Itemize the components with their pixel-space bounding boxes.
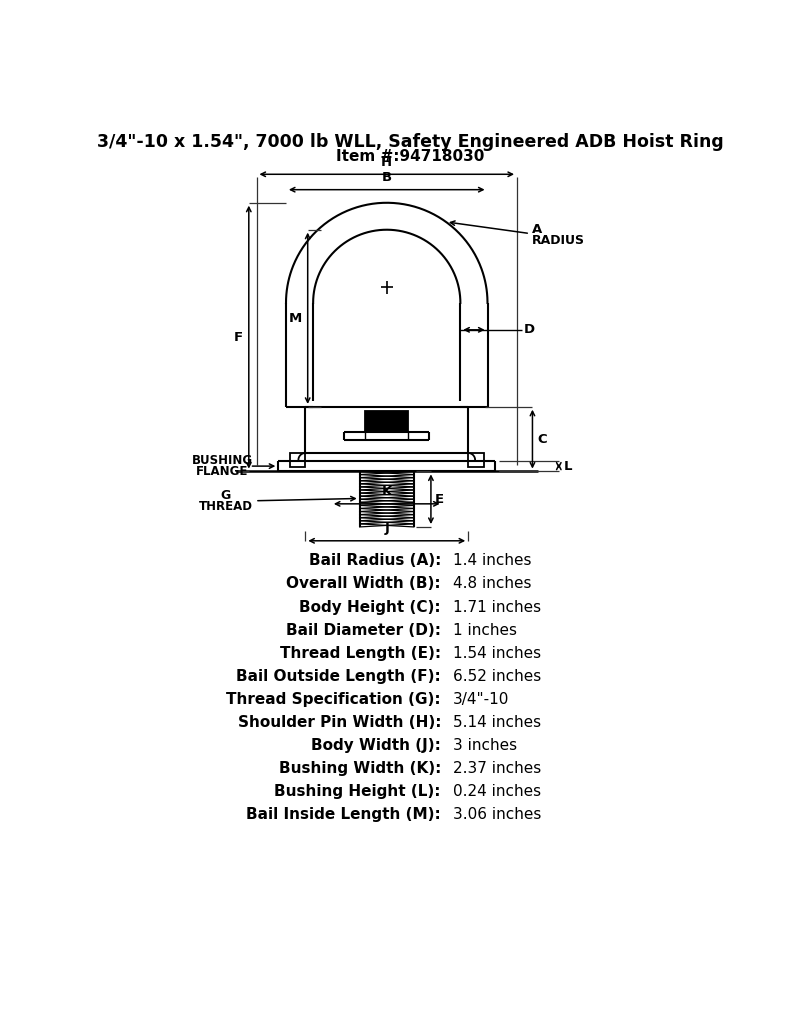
Text: G: G: [221, 489, 230, 502]
Text: J: J: [384, 521, 389, 534]
Text: Thread Specification (G):: Thread Specification (G):: [226, 692, 441, 707]
Text: 3 inches: 3 inches: [453, 738, 517, 753]
Text: K: K: [382, 485, 392, 498]
Text: Item #:94718030: Item #:94718030: [336, 149, 484, 164]
Bar: [365, 410, 409, 432]
Bar: [290, 453, 306, 467]
Text: F: F: [234, 330, 242, 343]
Text: 2.37 inches: 2.37 inches: [453, 761, 541, 776]
Text: 1.4 inches: 1.4 inches: [453, 554, 531, 568]
Text: 3/4"-10 x 1.54", 7000 lb WLL, Safety Engineered ADB Hoist Ring: 3/4"-10 x 1.54", 7000 lb WLL, Safety Eng…: [97, 133, 723, 151]
Text: 0.24 inches: 0.24 inches: [453, 784, 541, 800]
Text: Bushing Height (L):: Bushing Height (L):: [274, 784, 441, 800]
Text: B: B: [382, 172, 392, 184]
Text: Bail Diameter (D):: Bail Diameter (D):: [286, 623, 441, 638]
Text: L: L: [563, 459, 572, 472]
Text: M: M: [288, 312, 302, 325]
Text: 1 inches: 1 inches: [453, 623, 517, 638]
Text: Bail Radius (A):: Bail Radius (A):: [309, 554, 441, 568]
Text: Body Height (C):: Body Height (C):: [299, 599, 441, 615]
Text: C: C: [538, 433, 547, 446]
Text: Thread Length (E):: Thread Length (E):: [280, 646, 441, 660]
Text: THREAD: THREAD: [198, 500, 253, 513]
Text: 4.8 inches: 4.8 inches: [453, 576, 531, 591]
Text: 1.54 inches: 1.54 inches: [453, 646, 541, 660]
Text: FLANGE: FLANGE: [196, 465, 249, 478]
Text: Shoulder Pin Width (H):: Shoulder Pin Width (H):: [238, 715, 441, 731]
Text: 5.14 inches: 5.14 inches: [453, 715, 541, 731]
Text: D: D: [524, 323, 535, 336]
Text: Bail Inside Length (M):: Bail Inside Length (M):: [246, 808, 441, 822]
Text: 1.71 inches: 1.71 inches: [453, 599, 541, 615]
Text: 3.06 inches: 3.06 inches: [453, 808, 541, 822]
Text: Overall Width (B):: Overall Width (B):: [286, 576, 441, 591]
Bar: [468, 453, 484, 467]
Text: BUSHING: BUSHING: [192, 454, 253, 467]
Text: E: E: [435, 493, 444, 506]
Text: Bushing Width (K):: Bushing Width (K):: [278, 761, 441, 776]
Text: RADIUS: RADIUS: [532, 234, 585, 247]
Text: Bail Outside Length (F):: Bail Outside Length (F):: [236, 669, 441, 684]
Text: Body Width (J):: Body Width (J):: [311, 738, 441, 753]
Text: H: H: [381, 155, 392, 169]
Text: 6.52 inches: 6.52 inches: [453, 669, 541, 684]
Text: A: A: [532, 224, 542, 236]
Text: 3/4"-10: 3/4"-10: [453, 692, 509, 707]
